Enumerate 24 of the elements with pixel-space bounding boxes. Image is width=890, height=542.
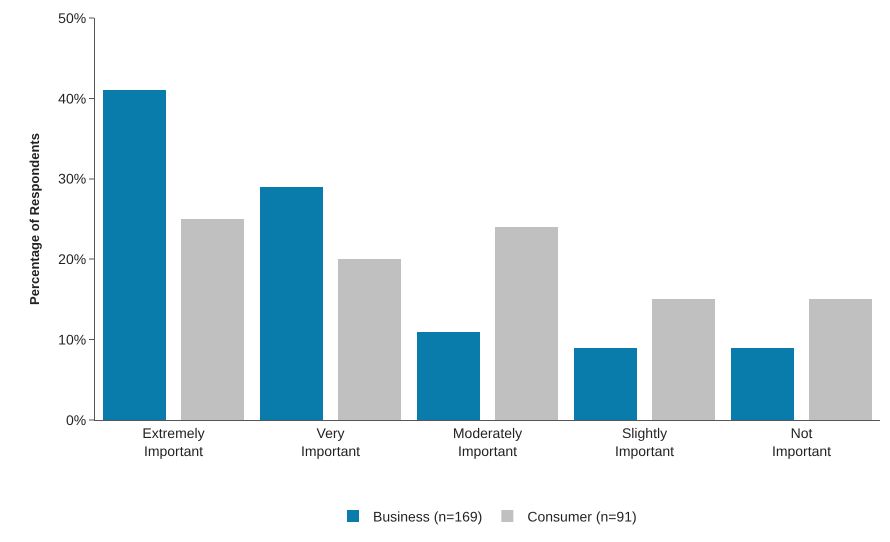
legend-label: Consumer (n=91) — [527, 508, 637, 524]
y-tick-label: 10% — [58, 332, 86, 348]
bar — [260, 187, 323, 420]
bar — [181, 219, 244, 420]
bar — [338, 259, 401, 420]
x-tick-label: Extremely Important — [142, 424, 205, 459]
bar — [731, 348, 794, 420]
bar — [495, 227, 558, 420]
bar — [103, 90, 166, 420]
y-tick-label: 40% — [58, 90, 86, 106]
x-tick-label: Very Important — [300, 424, 360, 459]
x-tick-label: Moderately Important — [452, 424, 522, 459]
bar — [417, 332, 480, 420]
y-axis-title: Percentage of Respondents — [27, 133, 42, 305]
y-tick-label: 20% — [58, 251, 86, 268]
legend-label: Business (n=169) — [373, 508, 482, 524]
x-tick-label: Not Important — [772, 424, 832, 459]
y-tick-label: 0% — [66, 412, 86, 428]
bar — [809, 299, 872, 420]
bar — [574, 348, 637, 420]
y-tick-label: 50% — [58, 10, 86, 26]
y-tick-label: 30% — [58, 170, 86, 187]
bar — [652, 299, 715, 420]
x-tick-label: Slightly Important — [614, 424, 674, 459]
